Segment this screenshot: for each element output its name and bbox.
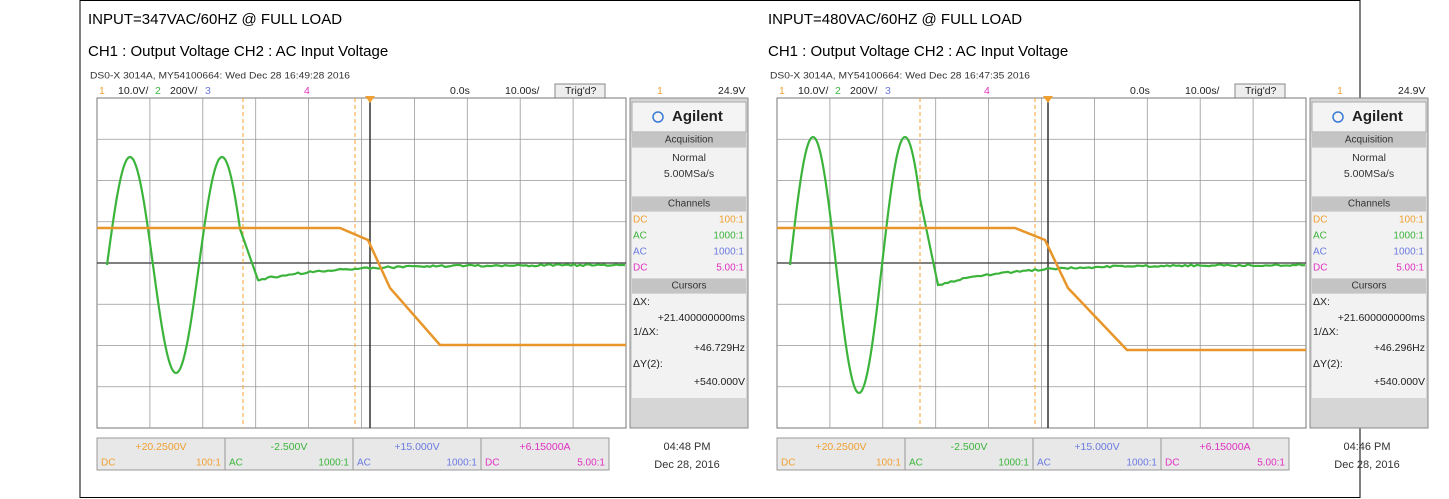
scope-header: DS0-X 3014A, MY54100664: Wed Dec 28 16:4…	[90, 71, 350, 82]
box-value: +15.000V	[1074, 441, 1119, 453]
box-ratio: 1000:1	[446, 458, 477, 469]
status-text: 200V/	[170, 85, 198, 97]
box-ratio: 1000:1	[998, 458, 1029, 469]
box-coupling: AC	[1037, 458, 1051, 469]
channel-ratio: 1000:1	[1393, 231, 1424, 242]
status-text: Trig'd?	[565, 85, 597, 97]
status-text: 4	[984, 85, 990, 97]
channel-ratio: 5.00:1	[716, 263, 744, 274]
brand: Agilent	[1352, 108, 1403, 125]
box-value: +15.000V	[394, 441, 439, 453]
box-value: -2.500V	[271, 441, 308, 453]
cursor-text: +540.000V	[694, 376, 745, 388]
channel-coupling: AC	[633, 247, 647, 258]
clock-time: 04:46 PM	[1343, 441, 1390, 453]
panel-subtitle: CH1 : Output Voltage CH2 : AC Input Volt…	[768, 43, 1068, 60]
clock-time: 04:48 PM	[663, 441, 710, 453]
box-coupling: AC	[357, 458, 371, 469]
channel-ratio: 1000:1	[1393, 247, 1424, 258]
box-value: +6.15000A	[519, 441, 570, 453]
status-text: 10.00s/	[505, 85, 540, 97]
status-text: 24.9V	[1398, 85, 1425, 97]
panel-title: INPUT=480VAC/60HZ @ FULL LOAD	[768, 11, 1022, 28]
channel-coupling: AC	[1313, 247, 1327, 258]
box-coupling: DC	[101, 458, 115, 469]
channel-coupling: DC	[633, 263, 647, 274]
cursor-text: ΔX:	[1313, 296, 1330, 308]
channel-ratio: 100:1	[719, 215, 744, 226]
status-text: 10.0V/	[118, 85, 148, 97]
box-coupling: DC	[781, 458, 795, 469]
status-text: 0.0s	[1130, 85, 1150, 97]
box-value: +20.2500V	[815, 441, 866, 453]
section-title: Channels	[1348, 199, 1390, 210]
status-text: Trig'd?	[1245, 85, 1277, 97]
box-ratio: 100:1	[876, 458, 901, 469]
cursor-text: +540.000V	[1374, 376, 1425, 388]
section-title: Acquisition	[665, 135, 713, 146]
cursor-text: ΔY(2):	[633, 358, 663, 370]
section-title: Channels	[668, 199, 710, 210]
acq-mode: Normal	[672, 152, 706, 164]
box-value: +20.2500V	[135, 441, 186, 453]
clock-date: Dec 28, 2016	[654, 459, 719, 471]
status-text: 1	[1337, 85, 1343, 97]
status-text: 4	[304, 85, 310, 97]
channel-ratio: 1000:1	[713, 247, 744, 258]
box-ratio: 1000:1	[318, 458, 349, 469]
scope-header: DS0-X 3014A, MY54100664: Wed Dec 28 16:4…	[770, 71, 1030, 82]
box-coupling: AC	[909, 458, 923, 469]
status-text: 1	[779, 85, 785, 97]
clock-date: Dec 28, 2016	[1334, 459, 1399, 471]
section-title: Cursors	[1351, 281, 1386, 292]
status-text: 2	[155, 85, 161, 97]
acq-rate: 5.00MSa/s	[664, 168, 714, 180]
channel-ratio: 1000:1	[713, 231, 744, 242]
status-text: 1	[99, 85, 105, 97]
status-text: 1	[657, 85, 663, 97]
box-ratio: 100:1	[196, 458, 221, 469]
cursor-text: +21.400000000ms	[658, 312, 745, 324]
channel-coupling: DC	[633, 215, 647, 226]
status-text: 3	[885, 85, 891, 97]
status-text: 3	[205, 85, 211, 97]
status-text: 2	[835, 85, 841, 97]
channel-coupling: AC	[1313, 231, 1327, 242]
panel-subtitle: CH1 : Output Voltage CH2 : AC Input Volt…	[88, 43, 388, 60]
box-ratio: 5.00:1	[577, 458, 605, 469]
status-text: 200V/	[850, 85, 878, 97]
box-ratio: 1000:1	[1126, 458, 1157, 469]
brand: Agilent	[672, 108, 723, 125]
channel-coupling: AC	[633, 231, 647, 242]
box-value: +6.15000A	[1199, 441, 1250, 453]
cursor-text: 1/ΔX:	[1313, 326, 1339, 338]
box-coupling: DC	[1165, 458, 1179, 469]
channel-ratio: 100:1	[1399, 215, 1424, 226]
cursor-text: 1/ΔX:	[633, 326, 659, 338]
box-coupling: AC	[229, 458, 243, 469]
panel-title: INPUT=347VAC/60HZ @ FULL LOAD	[88, 11, 342, 28]
section-title: Cursors	[671, 281, 706, 292]
cursor-text: +46.296Hz	[1374, 342, 1425, 354]
cursor-text: ΔX:	[633, 296, 650, 308]
box-ratio: 5.00:1	[1257, 458, 1285, 469]
acq-rate: 5.00MSa/s	[1344, 168, 1394, 180]
status-text: 10.0V/	[798, 85, 828, 97]
box-value: -2.500V	[951, 441, 988, 453]
channel-ratio: 5.00:1	[1396, 263, 1424, 274]
section-title: Acquisition	[1345, 135, 1393, 146]
channel-coupling: DC	[1313, 215, 1327, 226]
channel-coupling: DC	[1313, 263, 1327, 274]
status-text: 24.9V	[718, 85, 745, 97]
status-text: 10.00s/	[1185, 85, 1220, 97]
cursor-text: +21.600000000ms	[1338, 312, 1425, 324]
acq-mode: Normal	[1352, 152, 1386, 164]
cursor-text: +46.729Hz	[694, 342, 745, 354]
status-text: 0.0s	[450, 85, 470, 97]
cursor-text: ΔY(2):	[1313, 358, 1343, 370]
box-coupling: DC	[485, 458, 499, 469]
